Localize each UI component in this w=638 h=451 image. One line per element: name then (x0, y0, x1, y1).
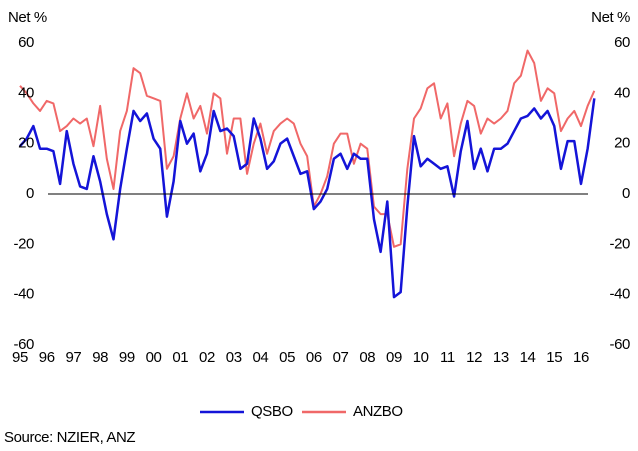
x-tick-label: 05 (279, 349, 295, 366)
x-tick-label: 98 (92, 349, 108, 366)
legend-label: QSBO (251, 403, 293, 420)
x-tick-label: 14 (520, 349, 536, 366)
source-note: Source: NZIER, ANZ (4, 429, 135, 446)
x-tick-label: 07 (333, 349, 349, 366)
x-tick-label: 97 (65, 349, 81, 366)
y2-tick-label: 60 (614, 34, 630, 51)
x-tick-label: 00 (146, 349, 162, 366)
series-line (19, 98, 596, 299)
x-tick-label: 10 (413, 349, 429, 366)
y2-tick-label: -40 (610, 286, 631, 303)
x-tick-label: 08 (359, 349, 375, 366)
y-axis-label: Net % (8, 9, 47, 26)
x-tick-label: 12 (466, 349, 482, 366)
x-tick-label: 13 (493, 349, 509, 366)
y-tick-label: 20 (18, 135, 34, 152)
x-tick-label: 96 (39, 349, 55, 366)
y-tick-label: -60 (14, 336, 35, 353)
x-tick-label: 99 (119, 349, 135, 366)
y2-tick-label: 0 (622, 185, 630, 202)
x-tick-label: 09 (386, 349, 402, 366)
x-tick-label: 06 (306, 349, 322, 366)
y2-axis-label: Net % (591, 9, 630, 26)
y2-tick-label: 40 (614, 84, 630, 101)
y2-tick-label: -60 (610, 336, 631, 353)
x-tick-label: 16 (573, 349, 589, 366)
x-tick-label: 11 (440, 349, 455, 366)
x-tick-label: 03 (226, 349, 242, 366)
y-tick-label: 40 (18, 84, 34, 101)
x-tick-label: 02 (199, 349, 215, 366)
legend-label: ANZBO (353, 403, 403, 420)
y-tick-label: 60 (18, 34, 34, 51)
x-tick-label: 04 (252, 349, 268, 366)
y-tick-label: -40 (14, 286, 35, 303)
y2-tick-label: 20 (614, 135, 630, 152)
x-tick-label: 15 (546, 349, 562, 366)
y2-tick-label: -20 (610, 235, 631, 252)
x-tick-label: 01 (172, 349, 188, 366)
y-tick-label: -20 (14, 235, 35, 252)
y-tick-label: 0 (26, 185, 34, 202)
x-tick-label: 95 (12, 349, 28, 366)
series-line (19, 49, 596, 248)
